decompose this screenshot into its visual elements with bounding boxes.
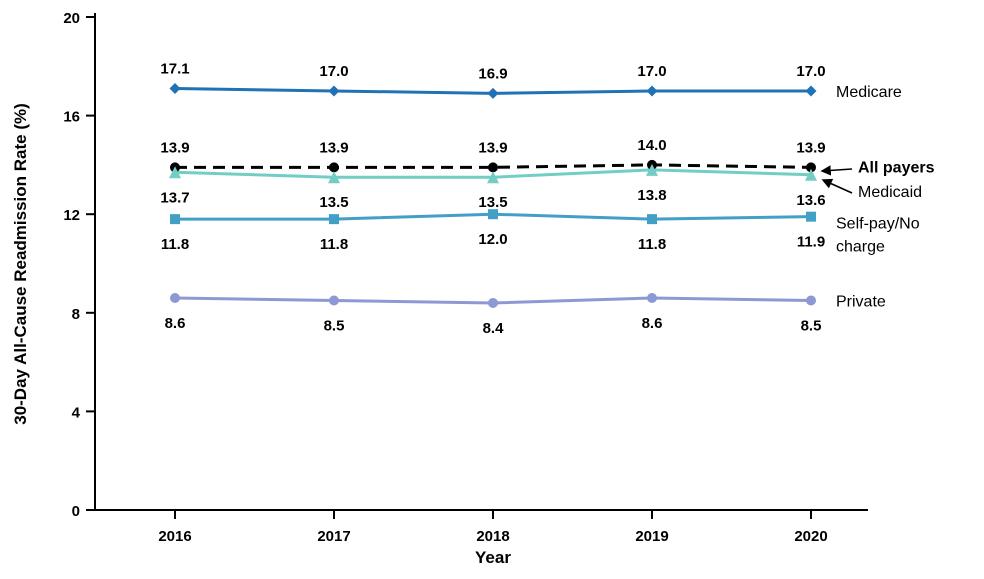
data-label-private: 8.5 — [801, 317, 822, 334]
marker-private — [647, 293, 657, 304]
marker-all-payers — [806, 162, 816, 173]
line-all-payers — [175, 163, 812, 169]
marker-all-payers — [329, 162, 339, 173]
series-label-medicaid: Medicaid — [858, 184, 922, 201]
marker-private — [170, 293, 180, 304]
data-label-medicaid: 13.5 — [319, 194, 348, 211]
data-label-private: 8.5 — [324, 317, 345, 334]
series-label-self-pay-no-charge: charge — [836, 239, 885, 256]
data-label-all-payers: 13.9 — [796, 139, 825, 156]
data-label-private: 8.6 — [165, 315, 186, 332]
arrow-to-medicaid — [821, 178, 853, 194]
data-label-all-payers: 13.9 — [319, 139, 348, 156]
marker-self-pay-no-charge — [647, 214, 657, 225]
data-label-self-pay-no-charge: 11.9 — [797, 234, 825, 251]
marker-self-pay-no-charge — [488, 209, 498, 220]
marker-medicaid — [328, 171, 340, 184]
data-label-private: 8.6 — [642, 315, 663, 332]
data-label-medicaid: 13.6 — [796, 192, 825, 209]
data-label-self-pay-no-charge: 11.8 — [638, 236, 666, 253]
marker-self-pay-no-charge — [806, 211, 816, 222]
marker-medicare — [169, 82, 181, 94]
y-tick-label: 4 — [72, 404, 81, 421]
marker-medicaid — [646, 163, 658, 176]
data-label-all-payers: 13.9 — [478, 139, 507, 156]
data-label-medicaid: 13.8 — [637, 187, 666, 204]
x-axis-title: Year — [475, 548, 511, 567]
marker-private — [806, 295, 816, 306]
data-label-private: 8.4 — [483, 320, 505, 337]
x-tick-label: 2017 — [317, 528, 350, 545]
y-tick-label: 12 — [63, 207, 80, 224]
x-tick-label: 2016 — [158, 528, 191, 545]
data-label-medicare: 16.9 — [478, 65, 507, 82]
marker-private — [488, 297, 498, 308]
marker-private — [329, 295, 339, 306]
y-tick-label: 8 — [72, 306, 80, 323]
x-tick-label: 2019 — [635, 528, 668, 545]
data-label-medicaid: 13.7 — [160, 189, 189, 206]
marker-all-payers — [488, 162, 498, 173]
marker-medicare — [646, 85, 658, 97]
data-label-self-pay-no-charge: 11.8 — [320, 236, 348, 253]
marker-self-pay-no-charge — [170, 214, 180, 225]
marker-medicaid — [169, 166, 181, 179]
data-label-medicare: 17.0 — [637, 63, 666, 80]
marker-medicare — [487, 87, 499, 99]
data-label-medicare: 17.1 — [160, 60, 189, 77]
arrow-to-all-payers — [820, 165, 853, 176]
marker-medicare — [805, 85, 817, 97]
data-label-medicaid: 13.5 — [478, 194, 507, 211]
x-tick-label: 2020 — [794, 528, 827, 545]
series-label-self-pay-no-charge: Self-pay/No — [836, 216, 920, 233]
plot-area: 0 4 8 12 16 20 2016 2017 2018 2019 2020 17.1 17.0 16.… — [63, 10, 934, 545]
series-label-medicare: Medicare — [836, 84, 902, 101]
marker-medicare — [328, 85, 340, 97]
marker-self-pay-no-charge — [329, 214, 339, 225]
data-label-self-pay-no-charge: 12.0 — [478, 231, 507, 248]
y-tick-label: 16 — [63, 109, 80, 126]
x-tick-label: 2018 — [476, 528, 509, 545]
data-label-all-payers: 13.9 — [160, 139, 189, 156]
series-label-all-payers: All payers — [858, 159, 935, 176]
marker-medicaid — [805, 168, 817, 181]
y-tick-label: 0 — [72, 503, 80, 520]
data-label-self-pay-no-charge: 11.8 — [161, 236, 189, 253]
y-axis-title: 30-Day All-Cause Readmission Rate (%) — [11, 103, 30, 425]
marker-medicaid — [487, 171, 499, 184]
y-tick-label: 20 — [63, 10, 80, 27]
data-label-medicare: 17.0 — [796, 63, 825, 80]
data-label-all-payers: 14.0 — [637, 137, 666, 154]
data-label-medicare: 17.0 — [319, 63, 348, 80]
series-label-private: Private — [836, 293, 886, 310]
